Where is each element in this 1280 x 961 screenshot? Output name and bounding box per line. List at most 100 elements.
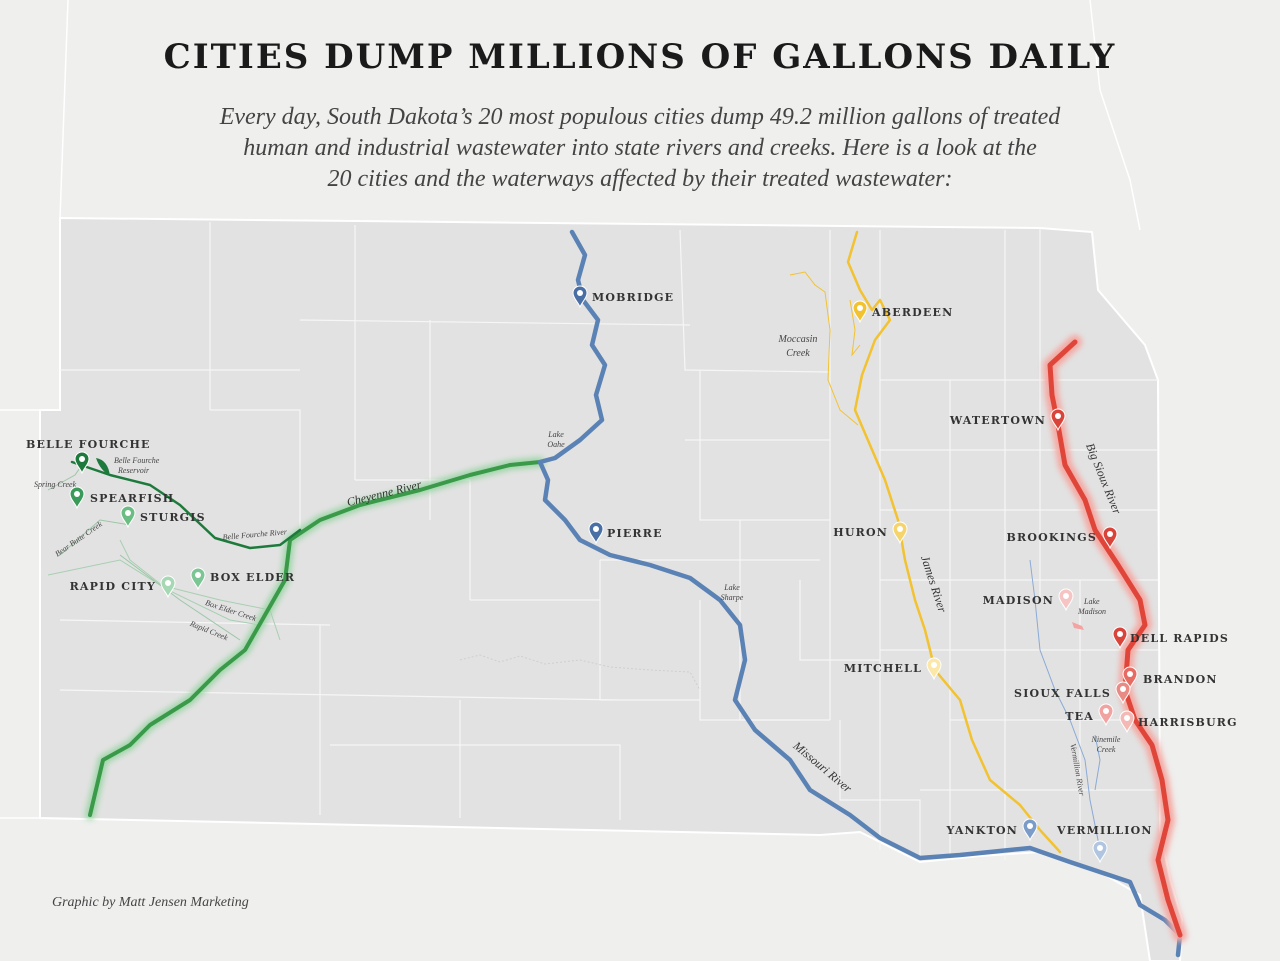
city-label: HURON: [833, 526, 888, 539]
city-marker: BROOKINGS: [1006, 526, 1118, 550]
label-line: Ninemile: [1091, 735, 1121, 744]
missouri-river: [537, 229, 1183, 958]
pin-hole: [1097, 845, 1103, 851]
subtitle-line: 20 cities and the waterways affected by …: [328, 166, 953, 192]
pin-hole: [1124, 715, 1130, 721]
label-line: Lake: [547, 430, 564, 439]
city-label: WATERTOWN: [949, 414, 1046, 427]
pin: [1050, 408, 1066, 432]
pin: [1112, 626, 1128, 650]
lake-madison: [1072, 622, 1084, 630]
city-marker: STURGIS: [120, 505, 206, 529]
label-line: Sharpe: [721, 593, 744, 602]
pin: [160, 575, 176, 599]
label-line: Moccasin: [778, 334, 818, 345]
city-marker: SIOUX FALLS: [1014, 681, 1131, 705]
pin-hole: [1117, 631, 1123, 637]
label-line: Madison: [1077, 607, 1106, 616]
label-line: Reservoir: [117, 466, 150, 475]
pin-hole: [857, 305, 863, 311]
city-marker: VERMILLION: [1056, 824, 1153, 864]
neighbor-borders: [0, 0, 1141, 819]
pin-hole: [125, 510, 131, 516]
city-marker: SPEARFISH: [69, 486, 174, 510]
city-label: MOBRIDGE: [592, 291, 674, 304]
pin: [892, 521, 908, 545]
pin-hole: [577, 290, 583, 296]
waterway-label: Spring Creek: [34, 480, 77, 489]
pin: [1092, 840, 1108, 864]
pin: [1098, 703, 1114, 727]
pin: [588, 521, 604, 545]
james-river: [846, 230, 1062, 854]
credit: Graphic by Matt Jensen Marketing: [52, 895, 249, 910]
pin-hole: [195, 572, 201, 578]
city-marker: TEA: [1065, 703, 1114, 727]
label-line: Lake: [1083, 597, 1100, 606]
pin: [1102, 526, 1118, 550]
pin-hole: [1103, 708, 1109, 714]
pin: [926, 657, 942, 681]
pin: [1122, 666, 1138, 690]
city-marker: PIERRE: [588, 521, 661, 545]
waterway-label: Lake Madison: [1077, 597, 1106, 616]
city-label: YANKTON: [945, 824, 1018, 837]
pin-hole: [79, 456, 85, 462]
pin: [1058, 588, 1074, 612]
city-label: HARRISBURG: [1138, 716, 1238, 729]
pin: [572, 285, 588, 309]
pin: [852, 300, 868, 324]
waterway-label: Belle Fourche Reservoir: [114, 456, 160, 475]
city-label: BELLE FOURCHE: [26, 438, 151, 451]
pin-hole: [593, 526, 599, 532]
city-marker: BRANDON: [1122, 666, 1218, 690]
waterway-label: Ninemile Creek: [1091, 735, 1121, 754]
city-marker: RAPID CITY: [70, 575, 176, 599]
city-label: TEA: [1065, 710, 1094, 723]
subtitle: Every day, South Dakota’s 20 most populo…: [219, 104, 1062, 192]
city-label: BRANDON: [1143, 673, 1218, 686]
pin: [1115, 681, 1131, 705]
county-lines: [59, 222, 1158, 860]
city-label: MADISON: [983, 594, 1054, 607]
pin: [69, 486, 85, 510]
city-marker: WATERTOWN: [949, 408, 1066, 432]
city-marker: DELL RAPIDS: [1112, 626, 1228, 650]
pin-hole: [1063, 593, 1069, 599]
pin-hole: [1027, 823, 1033, 829]
city-label: BROOKINGS: [1006, 531, 1097, 544]
pin: [1022, 818, 1038, 842]
city-marker: BELLE FOURCHE: [26, 438, 151, 475]
city-label: VERMILLION: [1056, 824, 1153, 837]
pin-hole: [931, 662, 937, 668]
pin-hole: [1107, 531, 1113, 537]
pin-hole: [1055, 413, 1061, 419]
city-marker: MITCHELL: [844, 657, 942, 681]
waterway-label: Lake Oahe: [547, 430, 565, 449]
subtitle-line: human and industrial wastewater into sta…: [243, 135, 1037, 161]
pin: [120, 505, 136, 529]
pin-hole: [74, 491, 80, 497]
label-line: Oahe: [547, 440, 565, 449]
pin-hole: [165, 580, 171, 586]
city-label: STURGIS: [140, 511, 206, 524]
label-line: Creek: [1097, 745, 1116, 754]
city-label: SIOUX FALLS: [1014, 687, 1111, 700]
waterway-label: Lake Sharpe: [721, 583, 744, 602]
city-label: SPEARFISH: [90, 492, 174, 505]
label-line: Belle Fourche: [114, 456, 160, 465]
city-label: RAPID CITY: [70, 580, 156, 593]
pin-hole: [1120, 686, 1126, 692]
belle-fourche-river: [70, 460, 302, 550]
city-marker: MADISON: [983, 588, 1074, 612]
city-marker: ABERDEEN: [852, 300, 952, 324]
pin: [190, 567, 206, 591]
pin-hole: [897, 526, 903, 532]
pin: [1119, 710, 1135, 734]
city-label: BOX ELDER: [210, 571, 295, 584]
city-marker: BOX ELDER: [190, 567, 295, 591]
pin: [74, 451, 90, 475]
label-line: Lake: [723, 583, 740, 592]
city-marker: MOBRIDGE: [572, 285, 674, 309]
